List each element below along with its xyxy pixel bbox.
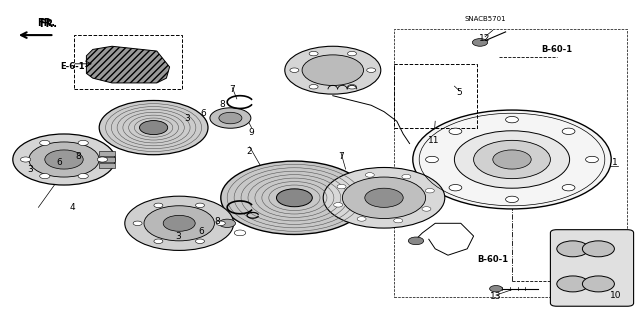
Text: 4: 4 (70, 203, 75, 212)
Text: 3: 3 (175, 232, 180, 241)
Circle shape (426, 189, 435, 193)
Text: 6: 6 (57, 158, 62, 167)
Text: FR.: FR. (39, 19, 57, 29)
Text: B-60-1: B-60-1 (477, 256, 508, 264)
Circle shape (472, 39, 488, 46)
Circle shape (333, 203, 342, 207)
Circle shape (506, 196, 518, 203)
Circle shape (474, 140, 550, 179)
Text: 8: 8 (76, 152, 81, 161)
Text: 1: 1 (612, 158, 617, 167)
Circle shape (285, 46, 381, 94)
Circle shape (365, 188, 403, 207)
Polygon shape (86, 46, 170, 83)
Circle shape (290, 68, 299, 72)
Text: 2: 2 (247, 147, 252, 156)
Text: 6: 6 (201, 109, 206, 118)
Circle shape (342, 177, 426, 219)
Circle shape (196, 203, 205, 208)
Circle shape (562, 128, 575, 135)
Text: 13: 13 (490, 292, 502, 301)
Circle shape (78, 174, 88, 179)
Circle shape (426, 156, 438, 163)
Circle shape (402, 174, 411, 179)
Circle shape (45, 150, 83, 169)
Circle shape (20, 157, 31, 162)
Circle shape (493, 150, 531, 169)
Circle shape (365, 173, 374, 177)
Circle shape (133, 221, 142, 226)
Bar (394, 64, 477, 128)
Circle shape (40, 174, 50, 179)
Circle shape (586, 156, 598, 163)
Circle shape (40, 140, 50, 145)
Circle shape (140, 121, 168, 135)
Circle shape (234, 230, 246, 236)
Circle shape (78, 140, 88, 145)
Circle shape (562, 184, 575, 191)
Text: 11: 11 (428, 137, 440, 145)
Text: 5: 5 (457, 88, 462, 97)
Text: E-6-1: E-6-1 (60, 63, 84, 71)
Bar (99, 151, 115, 156)
Circle shape (367, 68, 376, 72)
Text: 3: 3 (185, 114, 190, 122)
Circle shape (348, 51, 356, 56)
Circle shape (408, 237, 424, 245)
FancyBboxPatch shape (550, 230, 634, 306)
Text: 8: 8 (220, 100, 225, 109)
Text: 9: 9 (249, 128, 254, 137)
Circle shape (302, 55, 364, 85)
Text: 3: 3 (28, 165, 33, 174)
Circle shape (221, 161, 368, 234)
Circle shape (557, 276, 589, 292)
Circle shape (422, 207, 431, 211)
Circle shape (582, 241, 614, 257)
Text: FR.: FR. (37, 18, 55, 28)
Circle shape (557, 241, 589, 257)
Circle shape (219, 219, 236, 227)
Circle shape (348, 85, 356, 89)
Circle shape (210, 108, 251, 128)
Text: 8: 8 (215, 217, 220, 226)
Circle shape (357, 217, 366, 221)
Circle shape (490, 286, 502, 292)
Circle shape (163, 215, 195, 231)
Circle shape (125, 196, 234, 250)
Circle shape (506, 116, 518, 123)
Circle shape (337, 184, 346, 189)
Bar (74, 35, 182, 89)
Text: SNACB5701: SNACB5701 (464, 16, 506, 22)
Circle shape (219, 112, 242, 124)
Bar (99, 163, 115, 168)
Circle shape (449, 184, 462, 191)
Circle shape (413, 110, 611, 209)
Circle shape (582, 276, 614, 292)
Bar (99, 157, 115, 162)
Text: 7: 7 (230, 85, 235, 94)
Circle shape (154, 239, 163, 243)
Text: 7: 7 (339, 152, 344, 161)
Circle shape (196, 239, 205, 243)
Circle shape (276, 189, 312, 207)
Circle shape (394, 219, 403, 223)
Circle shape (99, 100, 208, 155)
Text: 12: 12 (479, 34, 491, 43)
Text: 10: 10 (610, 291, 621, 300)
Circle shape (13, 134, 115, 185)
Text: 6: 6 (199, 227, 204, 236)
Circle shape (154, 203, 163, 208)
Circle shape (454, 131, 570, 188)
Circle shape (323, 167, 445, 228)
Circle shape (449, 128, 462, 135)
Circle shape (144, 206, 214, 241)
Text: B-60-1: B-60-1 (541, 45, 572, 54)
Bar (394, 29, 627, 297)
Circle shape (29, 142, 99, 177)
Circle shape (97, 157, 108, 162)
Circle shape (309, 51, 318, 56)
Circle shape (216, 221, 225, 226)
Circle shape (309, 85, 318, 89)
